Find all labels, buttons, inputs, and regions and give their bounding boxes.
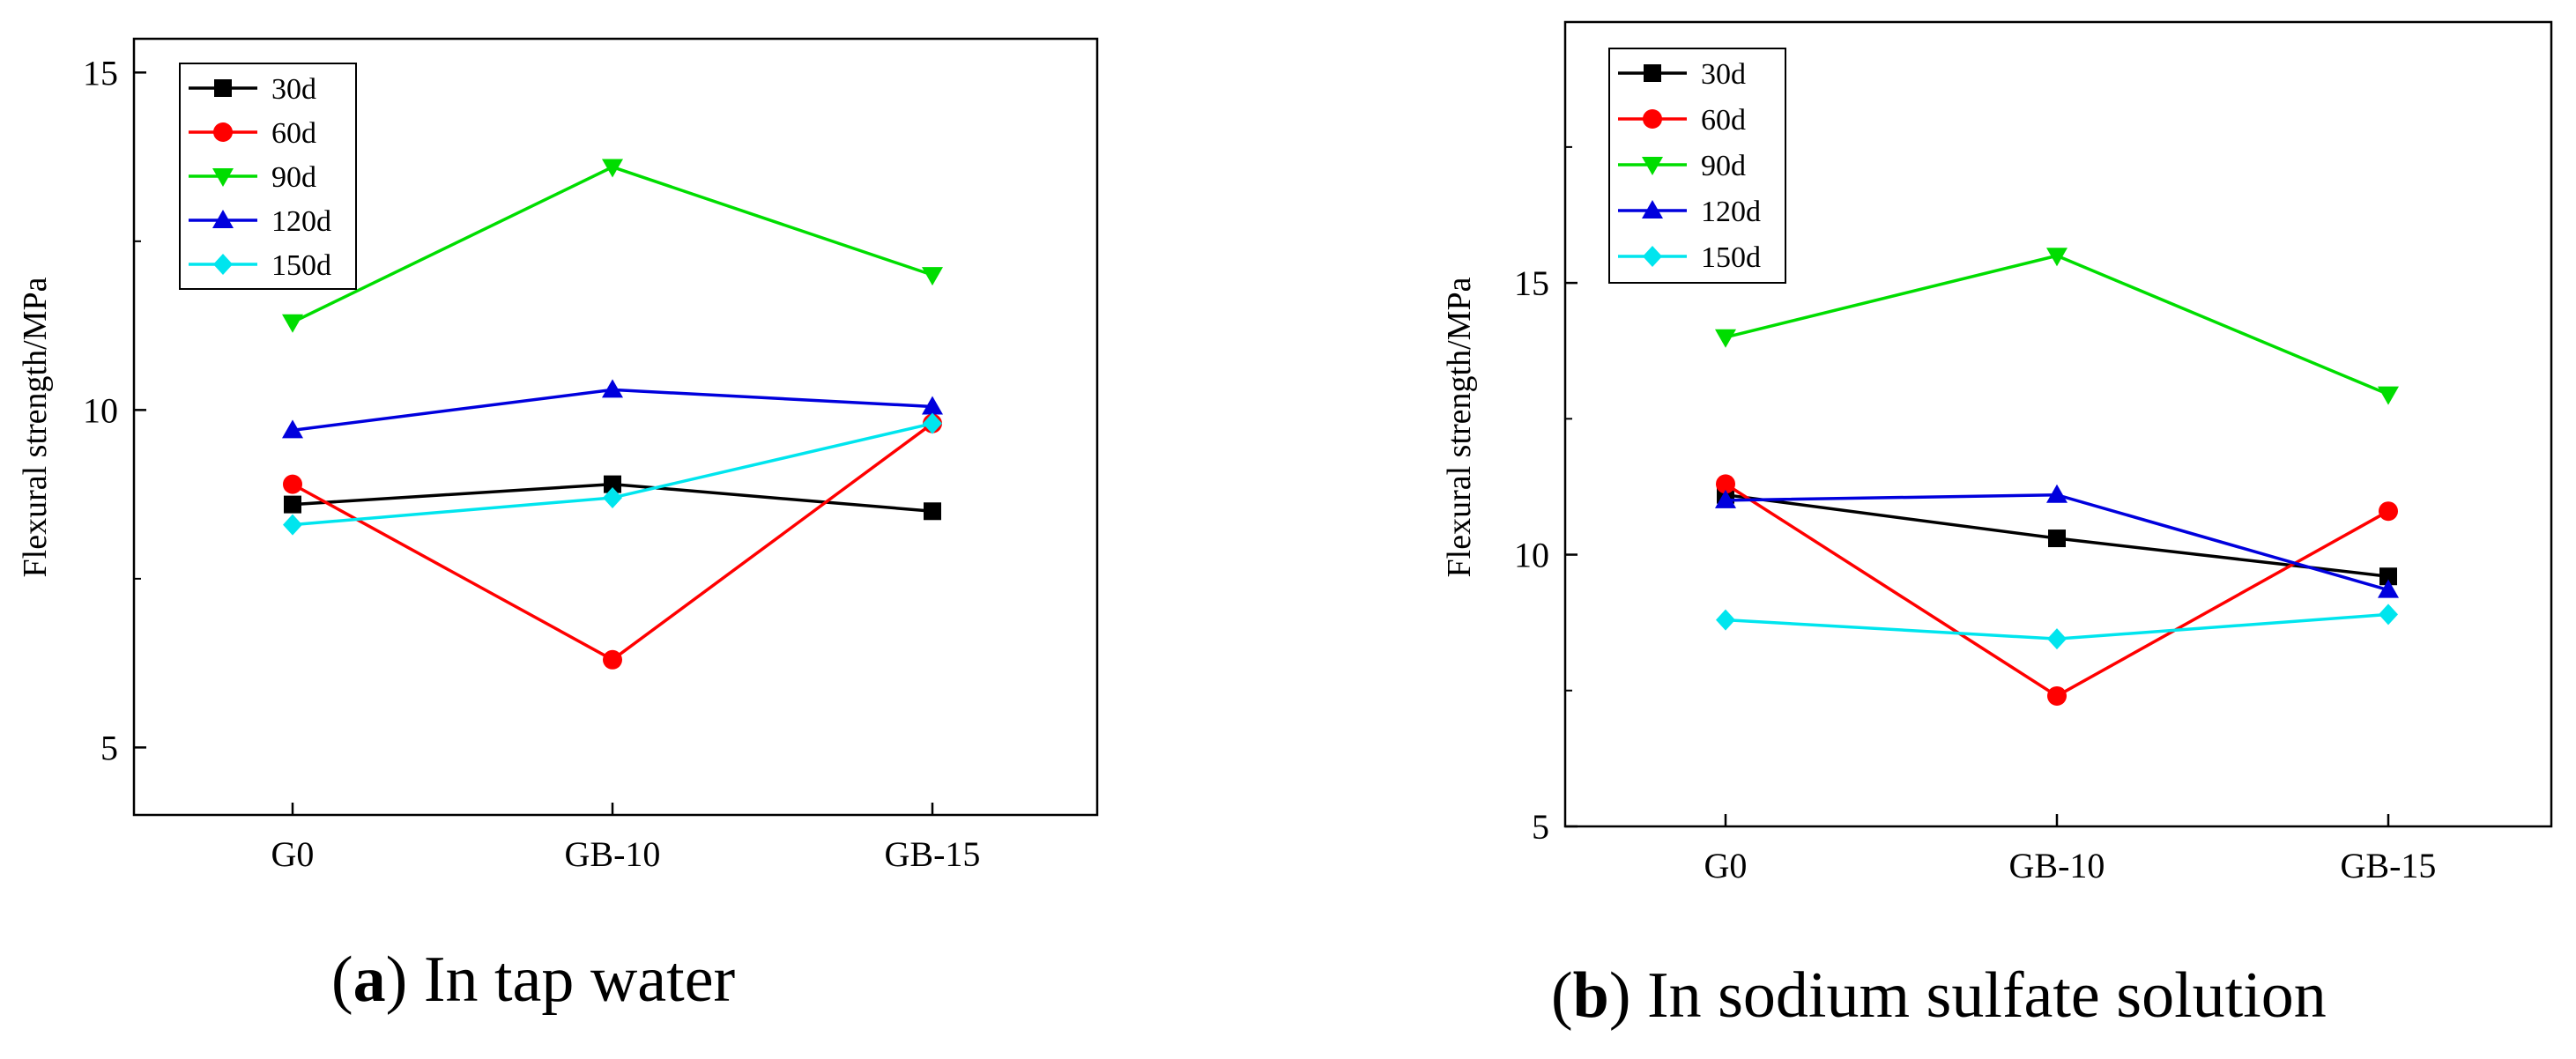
series-b-150d [1716,604,2398,650]
series-line-b-60d [1725,482,2389,698]
y-axis-label-b: Flexural strength/MPa [1441,277,1478,577]
legend-label-a-60d: 60d [271,117,316,150]
point-a-90d-2 [922,267,943,286]
legend-label-b-150d: 150d [1701,241,1761,274]
legend-marker-a-150d [213,254,233,275]
point-a-90d-0 [282,314,303,333]
point-a-60d-0 [283,474,302,494]
y-tick-label-b-2: 15 [1514,263,1549,303]
caption-a-text: In tap water [423,944,736,1016]
series-b-120d [1715,484,2399,598]
legend-label-b-120d: 120d [1701,196,1761,228]
y-tick-label-b-0: 5 [1532,807,1549,847]
x-tick-label-a-2: GB-15 [885,834,981,874]
y-tick-label-a-2: 15 [83,53,118,93]
point-a-30d-2 [924,502,941,521]
point-b-150d-2 [2379,604,2398,626]
legend-marker-b-120d [1642,200,1663,218]
legend-marker-a-60d [213,122,233,142]
point-a-120d-1 [602,379,623,398]
legend-b: 30d 60d 90d 120d 150d [1608,48,1786,284]
caption-a: (a) In tap water [331,944,736,1016]
point-a-120d-0 [282,419,303,439]
point-a-150d-0 [283,514,302,536]
series-a-90d [282,159,943,333]
x-tick-label-b-2: GB-15 [2341,846,2437,885]
caption-a-letter: a [353,944,386,1016]
point-b-90d-2 [2378,386,2399,405]
legend-label-a-90d: 90d [271,161,316,194]
point-a-150d-1 [603,486,622,508]
point-a-60d-1 [603,649,622,670]
legend-label-b-90d: 90d [1701,150,1746,182]
point-b-120d-0 [1715,489,1736,508]
series-a-120d [282,379,943,439]
legend-marker-a-90d [212,168,234,187]
point-b-90d-0 [1715,329,1736,348]
point-b-30d-2 [2379,567,2397,586]
caption-b-text: In sodium sulfate solution [1646,959,2327,1032]
y-axis-label-a: Flexural strength/MPa [17,277,54,577]
legend-marker-a-120d [212,210,234,228]
x-tick-label-b-1: GB-10 [2009,846,2105,885]
plot-frame-a [132,37,1099,817]
x-tick-label-a-0: G0 [271,834,315,874]
legend-marker-b-30d [1644,64,1661,82]
legend-label-b-60d: 60d [1701,104,1746,137]
y-tick-label-b-1: 10 [1514,536,1549,575]
legend-marker-a-30d [214,79,232,97]
caption-b-letter: b [1572,959,1609,1032]
legend-marker-b-60d [1643,109,1662,129]
point-b-60d-1 [2047,685,2067,706]
legend-label-a-150d: 150d [271,249,331,282]
legend-marker-b-90d [1642,157,1663,175]
x-tick-label-b-0: G0 [1704,846,1748,885]
point-a-150d-2 [923,412,942,434]
point-a-120d-2 [922,396,943,415]
point-b-150d-0 [1716,609,1735,631]
series-line-b-90d [1725,254,2389,396]
point-a-90d-1 [602,159,623,178]
y-tick-label-a-0: 5 [100,728,118,767]
point-a-30d-1 [604,475,621,493]
series-a-150d [283,412,942,536]
legend-label-b-30d: 30d [1701,58,1746,91]
x-tick-label-a-1: GB-10 [565,834,661,874]
legend-marker-b-150d [1643,246,1662,267]
legend-label-a-120d: 120d [271,205,331,238]
point-b-60d-2 [2379,501,2398,522]
y-tick-label-a-1: 10 [83,390,118,430]
legend-label-a-30d: 30d [271,73,316,106]
point-b-60d-0 [1716,474,1735,494]
point-b-120d-1 [2046,484,2067,503]
series-b-90d [1715,248,2399,405]
point-a-30d-0 [284,495,301,514]
legend-a: 30d 60d 90d 120d 150d [179,63,357,290]
point-b-30d-1 [2048,530,2066,548]
point-b-120d-2 [2378,579,2399,598]
point-b-90d-1 [2046,248,2067,267]
point-b-150d-1 [2047,628,2067,650]
caption-b: (b) In sodium sulfate solution [1551,959,2327,1032]
plot-frame-b [1563,20,2553,828]
series-b-60d [1716,474,2398,706]
